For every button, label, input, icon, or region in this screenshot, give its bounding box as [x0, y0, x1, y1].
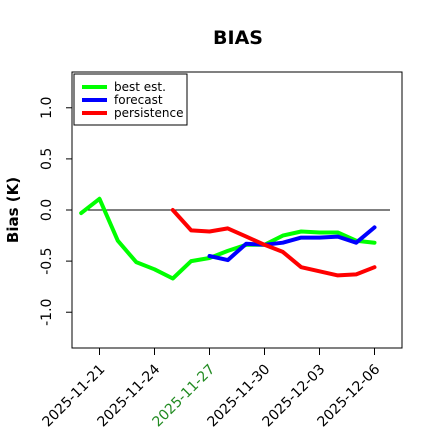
y-axis: -1.0 -0.5 0.0 0.5 1.0 — [39, 97, 72, 326]
legend-label: forecast — [114, 93, 163, 107]
x-axis: 2025-11-212025-11-242025-11-272025-11-30… — [39, 348, 383, 430]
legend-label: best est. — [114, 80, 166, 94]
series-line-best-est — [79, 196, 377, 281]
series-line-persistence — [170, 208, 377, 278]
series-line-forecast — [207, 225, 377, 263]
y-tick-label: 1.0 — [39, 97, 55, 119]
y-tick-label: 0.0 — [39, 199, 55, 221]
y-axis-label: Bias (K) — [4, 177, 22, 243]
y-tick-label: 0.5 — [39, 148, 55, 170]
chart-title: BIAS — [213, 27, 263, 49]
series-lines — [79, 196, 377, 281]
legend-label: persistence — [114, 106, 183, 120]
y-tick-label: -0.5 — [39, 247, 55, 274]
y-tick-label: -1.0 — [39, 299, 55, 326]
